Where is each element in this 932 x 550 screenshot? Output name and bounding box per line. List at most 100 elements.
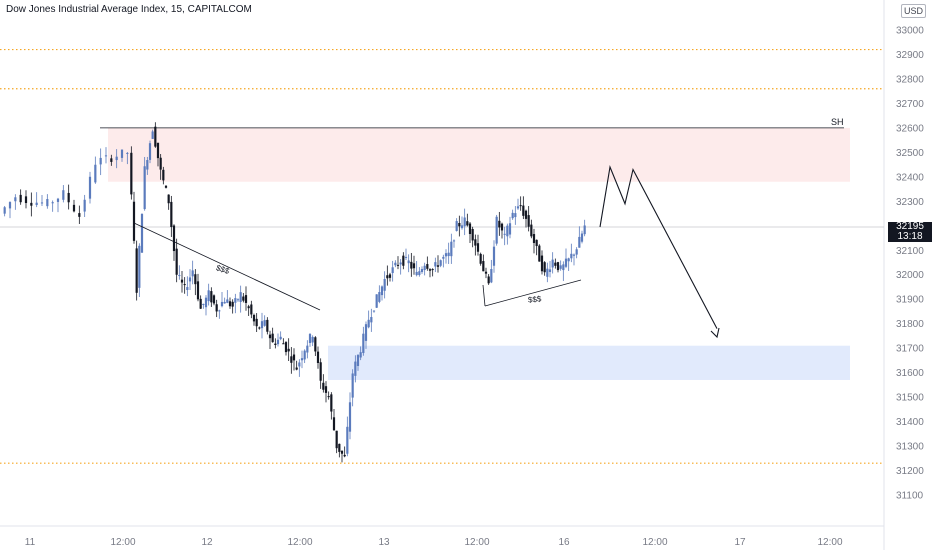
candle-body: [548, 269, 552, 272]
candle-body: [338, 443, 341, 452]
candle-body: [442, 256, 445, 259]
liquidity-trendline-tick: [482, 284, 486, 307]
candle-body: [356, 355, 360, 366]
candle-body: [164, 185, 168, 188]
candle-body: [62, 190, 65, 200]
candle-body: [104, 155, 108, 157]
y-tick-label: 31200: [896, 466, 924, 477]
candle-body: [330, 394, 333, 412]
candle-body: [474, 239, 477, 246]
candle-body: [551, 259, 554, 268]
x-tick-label: 12:00: [110, 537, 135, 548]
candle-body: [300, 358, 304, 361]
candle-body: [412, 263, 416, 269]
candle-body: [364, 324, 368, 341]
candle-body: [234, 298, 237, 303]
candle-body: [495, 216, 498, 244]
y-tick-label: 32000: [896, 270, 924, 281]
candle-body: [196, 281, 200, 300]
projection-arrowhead: [710, 327, 720, 339]
candle-body: [527, 215, 530, 227]
currency-button[interactable]: USD: [900, 4, 926, 18]
candle-body: [239, 292, 242, 302]
candle-body: [99, 157, 102, 165]
candle-body: [506, 225, 509, 237]
candle-body: [492, 246, 496, 266]
candle-body: [468, 223, 472, 235]
projection-path: [599, 165, 718, 329]
candle-body: [215, 304, 218, 312]
candle-body: [487, 276, 490, 284]
candle-body: [426, 264, 429, 269]
candle-body: [24, 196, 28, 204]
candle-body: [575, 249, 578, 255]
candle-body: [284, 342, 288, 353]
candle-body: [35, 202, 38, 206]
candle-body: [266, 319, 269, 332]
y-tick-label: 31100: [896, 491, 924, 502]
candle-body: [188, 277, 192, 282]
candle-body: [30, 202, 33, 206]
candle-body: [130, 152, 133, 195]
candle-body: [14, 197, 17, 202]
candle-body: [72, 204, 76, 212]
candle-body: [247, 306, 250, 309]
candle-body: [3, 207, 6, 214]
candle-body: [447, 252, 450, 257]
candle-body: [172, 225, 176, 252]
candle-countdown: 13:18: [897, 231, 923, 242]
candle-body: [236, 299, 240, 301]
candle-body: [167, 194, 170, 204]
y-tick-label: 32800: [896, 74, 924, 85]
candle-body: [170, 201, 173, 227]
candle-body: [351, 373, 354, 398]
candle-body: [194, 274, 197, 285]
candle-body: [231, 301, 234, 307]
candle-body: [444, 253, 448, 257]
candle-body: [186, 287, 189, 291]
candle-body: [543, 262, 546, 273]
candle-body: [88, 176, 92, 199]
candle-body: [535, 239, 538, 247]
candle-body: [282, 343, 285, 345]
x-tick-label: 12: [201, 537, 213, 548]
candle-body: [67, 192, 70, 203]
candle-body: [407, 260, 410, 264]
candle-body: [303, 350, 306, 360]
candle-body: [146, 160, 149, 170]
candle-body: [522, 205, 525, 216]
x-tick-label: 13: [378, 537, 390, 548]
y-tick-label: 31500: [896, 393, 924, 404]
candle-body: [471, 229, 474, 241]
y-tick-label: 31900: [896, 295, 924, 306]
candle-body: [178, 275, 181, 277]
y-tick-label: 32400: [896, 172, 924, 183]
candle-body: [503, 233, 506, 235]
candle-body: [556, 262, 560, 271]
x-tick-label: 17: [734, 537, 746, 548]
x-tick-label: 12:00: [817, 537, 842, 548]
candle-body: [258, 327, 261, 329]
candle-body: [482, 261, 485, 272]
candle-body: [298, 362, 301, 367]
candle-body: [180, 279, 184, 283]
candle-body: [383, 279, 386, 291]
candle-body: [260, 321, 264, 329]
candle-body: [404, 256, 408, 258]
candle-body: [314, 337, 317, 352]
candle-body: [110, 158, 113, 162]
candle-body: [252, 314, 256, 322]
candle-body: [94, 164, 97, 183]
y-tick-label: 31700: [896, 344, 924, 355]
swing-high-label: SH: [831, 117, 844, 127]
candle-body: [268, 334, 272, 339]
candle-body: [255, 318, 258, 327]
candle-body: [40, 202, 44, 204]
candle-body: [276, 339, 280, 345]
candle-body: [423, 265, 426, 271]
candle-body: [354, 361, 357, 376]
candle-body: [327, 396, 330, 398]
candle-body: [498, 220, 501, 228]
candle-body: [466, 221, 469, 226]
